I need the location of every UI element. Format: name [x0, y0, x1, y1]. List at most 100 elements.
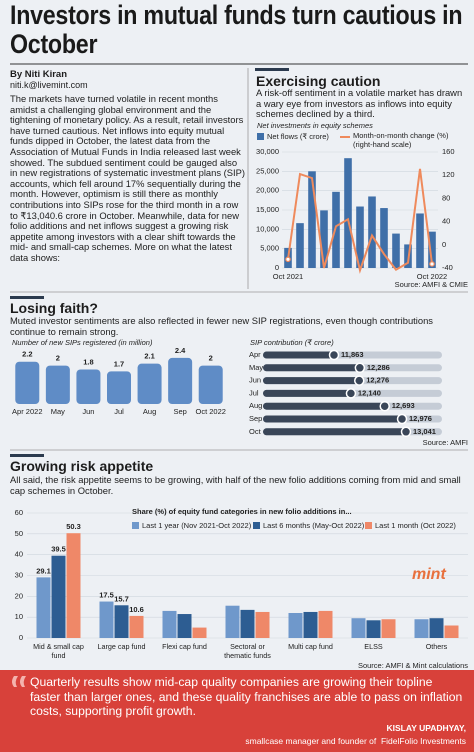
bar	[198, 365, 223, 404]
line-marker	[429, 261, 435, 267]
dot	[400, 426, 412, 438]
bar	[51, 555, 66, 638]
section-marker	[10, 296, 44, 299]
y-tick-label: 0	[19, 633, 23, 642]
y-tick-label: 10	[15, 612, 23, 621]
x-tick-label: Others	[425, 642, 448, 651]
data-label: 12,286	[367, 363, 390, 372]
source: Source: AMFI & Mint calculations	[358, 661, 468, 670]
legend-swatch	[132, 522, 139, 529]
bar	[428, 231, 436, 268]
bar	[320, 210, 328, 268]
data-label: 1.8	[83, 357, 93, 366]
section-marker	[255, 68, 289, 71]
bar	[192, 627, 207, 638]
bar	[429, 618, 444, 638]
data-label: 1.7	[114, 359, 124, 368]
section-heading: Losing faith?	[10, 300, 98, 316]
y2-tick-label: 40	[442, 217, 450, 226]
data-label: 11,863	[341, 350, 364, 359]
bar	[318, 610, 333, 638]
y-tick-label: Jun	[249, 376, 261, 385]
bar	[129, 615, 144, 638]
y2-tick-label: 160	[442, 147, 455, 156]
x-tick-label: Aug	[143, 407, 156, 416]
section-text: All said, the risk appetite seems to be …	[10, 474, 461, 496]
bar	[344, 158, 352, 268]
y-tick-label: 30	[15, 570, 23, 579]
bar	[107, 371, 131, 404]
data-label: 29.1	[36, 566, 51, 575]
title: Investors in mutual funds turn cautious …	[10, 0, 463, 59]
section-heading: Growing risk appetite	[10, 458, 154, 474]
bar	[356, 206, 364, 268]
legend-label: Last 1 month (Oct 2022)	[375, 521, 456, 530]
y-tick-label: Aug	[249, 401, 262, 410]
y-tick-label: 5,000	[260, 244, 279, 253]
bar	[45, 365, 70, 404]
data-label: 2	[56, 354, 60, 363]
y-tick-label: 20,000	[256, 186, 279, 195]
x-tick-label: Apr 2022	[12, 407, 42, 416]
y-tick-label: Apr	[249, 350, 261, 359]
brand-logo: mint	[412, 566, 446, 583]
section-text: A risk-off sentiment in a volatile marke…	[256, 87, 463, 120]
legend-label: Month-on-month change (%) (right-hand sc…	[353, 131, 449, 149]
bar	[414, 619, 429, 638]
data-label: 2.4	[175, 346, 186, 355]
data-label: 10.6	[129, 605, 144, 614]
bar	[416, 213, 424, 268]
data-label: 12,693	[392, 401, 415, 410]
dot	[354, 362, 366, 374]
bar	[168, 357, 193, 404]
bar	[296, 223, 304, 268]
bar	[263, 402, 385, 410]
dot	[345, 388, 357, 399]
bar	[225, 605, 240, 638]
data-label: 39.5	[51, 545, 66, 554]
dot	[353, 375, 365, 386]
y-tick-label: 60	[15, 508, 23, 517]
dot	[396, 413, 408, 425]
data-label: 12,276	[366, 376, 389, 385]
y-tick-label: Oct	[249, 427, 262, 436]
data-label: 2.1	[144, 352, 154, 361]
y2-tick-label: 0	[442, 240, 446, 249]
data-label: 17.5	[99, 591, 114, 600]
y-tick-label: 50	[15, 529, 23, 538]
y-tick-label: Jul	[249, 388, 259, 397]
y2-tick-label: -40	[442, 263, 453, 272]
data-label: 2	[209, 354, 213, 363]
x-tick-label: Mid & small cap fund	[33, 642, 84, 660]
data-label: 15.7	[114, 594, 129, 603]
y2-tick-label: 120	[442, 170, 455, 179]
quote-mark	[12, 676, 26, 687]
y-tick-label: Sep	[249, 414, 262, 423]
bar	[263, 351, 334, 359]
quote-box	[0, 670, 474, 752]
line-marker	[285, 256, 291, 263]
y-tick-label: 25,000	[256, 166, 279, 175]
x-tick-label: Sectoral or thematic funds	[224, 642, 271, 660]
bar	[392, 233, 400, 268]
quote-role: smallcase manager and founder of FidelFo…	[245, 736, 466, 746]
bar	[263, 364, 360, 372]
x-tick-label: May	[51, 407, 65, 416]
bar	[351, 618, 366, 638]
bar	[66, 533, 81, 638]
legend-title: Share (%) of equity fund categories in n…	[132, 507, 352, 516]
x-tick-label: Sep	[173, 407, 186, 416]
x-tick-label: ELSS	[364, 642, 383, 651]
bar	[15, 361, 40, 404]
x-tick-label: Oct 2021	[273, 272, 303, 281]
bar	[263, 389, 351, 397]
quote-author: KISLAY UPADHYAY,	[386, 723, 466, 733]
bar	[303, 611, 318, 638]
body-text: The markets have turned volatile in rece…	[10, 93, 245, 263]
bar	[288, 613, 303, 638]
source: Source: AMFI & CMIE	[395, 280, 468, 289]
legend-label: Last 1 year (Nov 2021-Oct 2022)	[142, 521, 252, 530]
x-tick-label: Jul	[114, 407, 124, 416]
legend-swatch	[257, 133, 264, 140]
